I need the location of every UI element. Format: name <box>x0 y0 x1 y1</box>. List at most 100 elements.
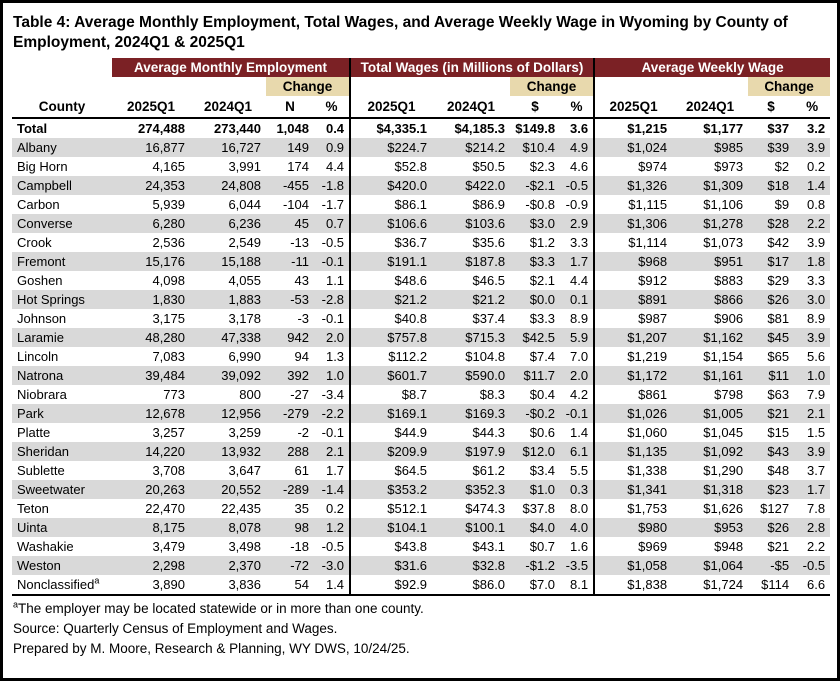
cell-value: 7,083 <box>152 348 185 364</box>
cell-value: $17 <box>748 251 795 271</box>
cell-value: 2.1 <box>314 441 351 461</box>
cell-value: $1,309 <box>672 175 749 195</box>
cell-county: Lincoln <box>17 348 59 364</box>
cell-value: 2.1 <box>794 403 831 423</box>
cell-value: 3.9 <box>794 137 831 157</box>
footnote-marker: a <box>13 599 19 610</box>
cell-value: -289 <box>266 479 314 499</box>
table-row: Goshen 4,098 4,055 43 1.1 $48.6 $46.5 $2.1 4.4 $9… <box>12 270 830 290</box>
cell-value: $1,060 <box>593 422 673 442</box>
cell-value: $891 <box>593 289 673 309</box>
cell-value: 7.9 <box>807 386 826 402</box>
cell-value: 174 <box>287 158 309 174</box>
cell-value: $149.8 <box>515 120 556 136</box>
cell-value: $32.8 <box>432 555 511 575</box>
cell-value: -1.7 <box>321 196 345 212</box>
cell-value: 4.4 <box>569 272 589 288</box>
cell-value: 273,440 <box>214 120 261 136</box>
cell-county: Fremont <box>12 251 112 271</box>
cell-value: $50.5 <box>472 158 506 174</box>
change-header-weekly-wage: Change <box>748 76 831 96</box>
cell-value: $974 <box>593 156 673 176</box>
cell-value: -13 <box>290 234 309 250</box>
cell-value: 0.9 <box>314 137 351 157</box>
cell-value: 5,939 <box>152 196 185 212</box>
cell-value: 3,259 <box>228 424 261 440</box>
cell-value: 2.9 <box>560 213 595 233</box>
footnote-a: aThe employer may be located statewide o… <box>13 599 828 619</box>
cell-value: $37 <box>767 120 790 136</box>
cell-value: $1,341 <box>593 479 673 499</box>
cell-value: -$2.1 <box>510 175 561 195</box>
cell-value: 12,678 <box>112 403 190 423</box>
cell-value: 0.2 <box>325 500 345 516</box>
cell-value: 0.7 <box>314 213 351 233</box>
cell-value: $12.0 <box>510 441 561 461</box>
cell-value: 3,890 <box>112 574 190 596</box>
cell-value: 274,488 <box>138 120 185 136</box>
cell-county: Total <box>17 120 48 136</box>
cell-value: -11 <box>266 251 314 271</box>
group-header-employment: Average Monthly Employment <box>112 57 351 77</box>
cell-value: $1,626 <box>703 500 744 516</box>
cell-value: $3.0 <box>510 213 561 233</box>
cell-value: 20,263 <box>112 479 190 499</box>
cell-value: 12,956 <box>190 403 266 423</box>
col-header-tw-change-pct: % <box>560 95 595 119</box>
col-header-emp-2024q1: 2024Q1 <box>190 95 266 119</box>
cell-value: $3.3 <box>510 251 561 271</box>
blank-cell <box>349 76 511 96</box>
cell-value: $21.2 <box>432 289 511 309</box>
cell-value: $65 <box>767 348 790 364</box>
cell-value: $61.2 <box>472 462 506 478</box>
cell-value: $11 <box>748 365 795 385</box>
cell-value: $883 <box>714 272 744 288</box>
cell-value: $1,115 <box>593 194 673 214</box>
cell-county: Converse <box>12 213 112 233</box>
cell-value: $103.6 <box>432 213 511 233</box>
table-row: Johnson 3,175 3,178 -3 -0.1 $40.8 $37.4 $3.3 8.9… <box>12 308 830 328</box>
blank-cell <box>593 76 749 96</box>
cell-value: $43.8 <box>349 536 433 556</box>
cell-value: 14,220 <box>112 441 190 461</box>
cell-value: 2.8 <box>794 517 831 537</box>
cell-value: $1,161 <box>672 365 749 385</box>
cell-value: $106.6 <box>349 213 433 233</box>
cell-value: 0.1 <box>560 289 595 309</box>
cell-value: 0.3 <box>560 479 595 499</box>
cell-value: 4.4 <box>325 158 345 174</box>
cell-value: $187.8 <box>432 251 511 271</box>
cell-value: $104.1 <box>349 517 433 537</box>
table-row: Hot Springs 1,830 1,883 -53 -2.8 $21.2 $21.2 $0… <box>12 289 831 309</box>
cell-value: 6.6 <box>794 574 831 596</box>
cell-value: 2.0 <box>314 327 351 347</box>
cell-value: 47,338 <box>190 327 266 347</box>
cell-value: $29 <box>767 272 790 288</box>
table-row: Sheridan 14,220 13,932 288 2.1 $209.9 $197.9 $1… <box>12 441 831 461</box>
cell-value: $104.8 <box>465 348 506 364</box>
cell-value: $4,335.1 <box>349 117 433 138</box>
cell-value: 3.7 <box>807 462 826 478</box>
cell-value: $0.7 <box>529 538 556 554</box>
cell-value: $10.4 <box>510 137 561 157</box>
cell-county: Washakie <box>17 538 74 554</box>
col-header-ww-2024q1: 2024Q1 <box>672 95 749 119</box>
cell-value: 3,479 <box>152 538 185 554</box>
table-row: Lincoln 7,083 6,990 94 1.3 $112.2 $104.8 $7.4 7.… <box>12 346 830 366</box>
cell-value: -0.5 <box>321 538 345 554</box>
cell-value: 2,549 <box>228 234 261 250</box>
cell-value: $953 <box>672 517 749 537</box>
cell-value: $1,024 <box>593 137 673 157</box>
cell-county: Platte <box>17 424 51 440</box>
cell-county: Crook <box>17 234 52 250</box>
cell-value: $21 <box>767 538 790 554</box>
cell-value: 16,877 <box>112 137 190 157</box>
cell-value: $985 <box>672 137 749 157</box>
cell-value: $11.7 <box>510 365 561 385</box>
cell-value: $1,278 <box>672 213 749 233</box>
change-header-total-wages: Change <box>510 76 595 96</box>
cell-value: $169.3 <box>432 403 511 423</box>
cell-value: 1.4 <box>314 574 351 596</box>
cell-value: 149 <box>266 137 314 157</box>
cell-county: Niobrara <box>17 386 67 402</box>
